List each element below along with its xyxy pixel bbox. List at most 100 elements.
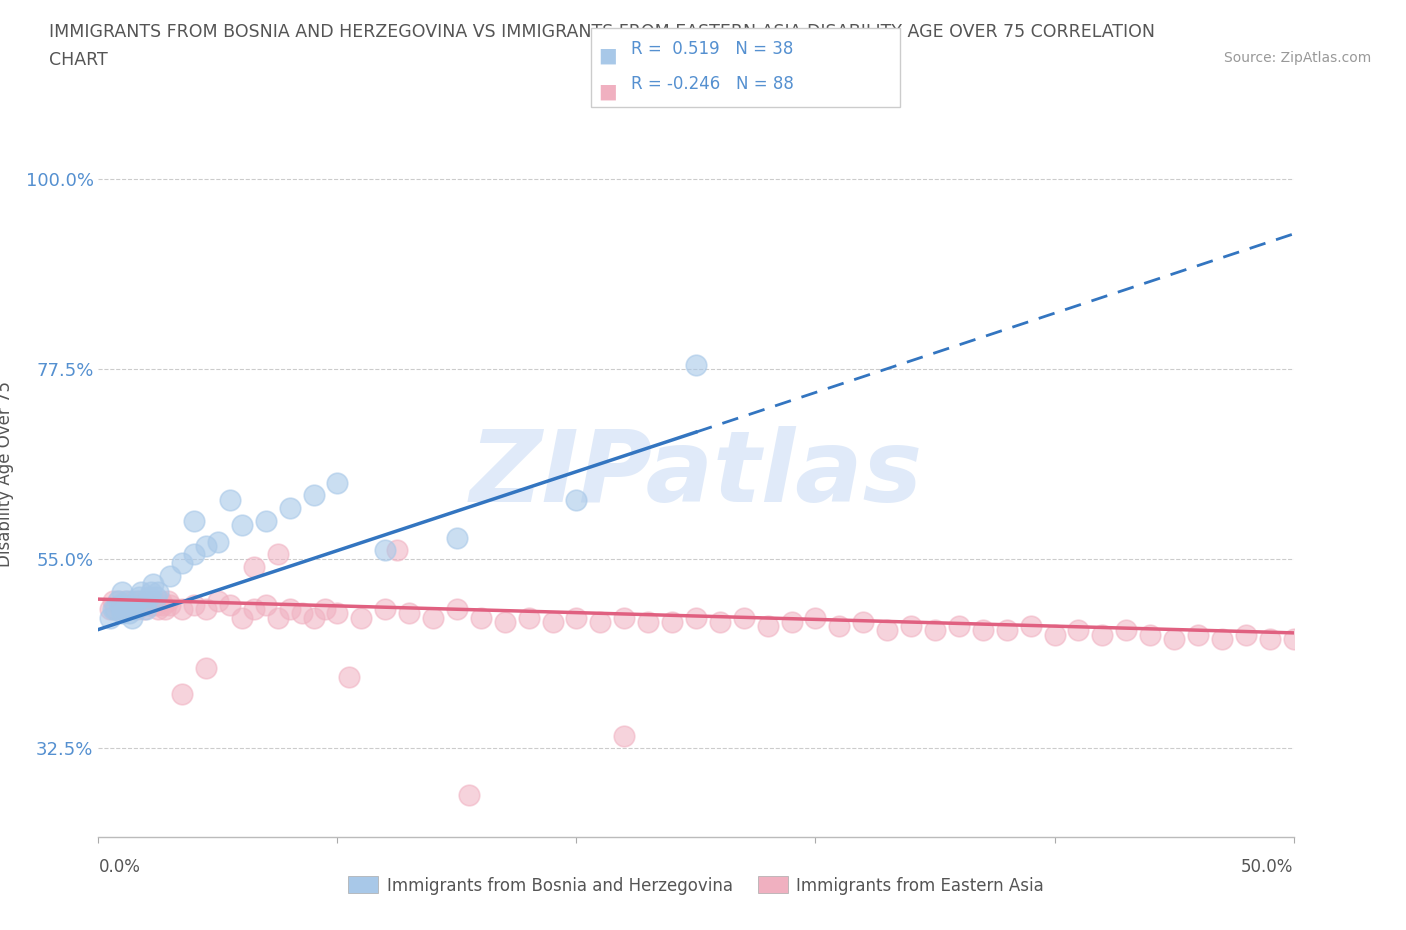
Point <box>1091 627 1114 642</box>
Point <box>142 577 165 591</box>
Point <box>159 568 181 583</box>
Point <box>195 602 218 617</box>
Point <box>685 610 707 625</box>
Point <box>98 602 122 617</box>
Point <box>315 602 337 617</box>
Point <box>385 543 409 558</box>
Point <box>142 593 165 608</box>
Point <box>291 606 314 621</box>
Point <box>1043 627 1066 642</box>
Point <box>114 593 136 608</box>
Point <box>267 547 290 562</box>
Point <box>138 590 160 604</box>
Point <box>115 593 138 608</box>
Point <box>195 661 218 676</box>
Point <box>156 593 179 608</box>
Point <box>339 670 361 684</box>
Point <box>1139 627 1161 642</box>
Point <box>131 598 153 613</box>
Point <box>118 606 141 621</box>
Point <box>107 593 129 608</box>
Point <box>1282 631 1305 646</box>
Point <box>125 602 148 617</box>
Point <box>613 728 636 743</box>
Point <box>1211 631 1233 646</box>
Point <box>422 610 444 625</box>
Point <box>254 598 277 613</box>
Text: 50.0%: 50.0% <box>1241 858 1294 876</box>
Point <box>124 598 146 613</box>
Point <box>517 610 540 625</box>
Legend: Immigrants from Bosnia and Herzegovina, Immigrants from Eastern Asia: Immigrants from Bosnia and Herzegovina, … <box>342 870 1050 901</box>
Point <box>207 535 229 550</box>
Point <box>125 593 148 608</box>
Point <box>541 615 564 630</box>
Text: Source: ZipAtlas.com: Source: ZipAtlas.com <box>1223 51 1371 65</box>
Point <box>302 610 325 625</box>
Point <box>128 593 150 608</box>
Text: ZIPatlas: ZIPatlas <box>470 426 922 523</box>
Point <box>458 788 481 803</box>
Point <box>104 602 127 617</box>
Point <box>446 530 468 545</box>
Point <box>121 593 143 608</box>
Point <box>124 602 146 617</box>
Point <box>101 602 124 617</box>
Point <box>101 593 124 608</box>
Point <box>183 598 205 613</box>
Point <box>709 615 731 630</box>
Point <box>152 598 174 613</box>
Point <box>131 585 153 600</box>
Point <box>219 492 242 507</box>
Point <box>107 593 129 608</box>
Point <box>98 610 122 625</box>
Point <box>135 602 157 617</box>
Point <box>278 602 301 617</box>
Point <box>1187 627 1209 642</box>
Point <box>243 602 266 617</box>
Point <box>350 610 373 625</box>
Point <box>948 618 970 633</box>
Point <box>876 623 898 638</box>
Point <box>145 598 167 613</box>
Point <box>446 602 468 617</box>
Point <box>589 615 612 630</box>
Point <box>637 615 659 630</box>
Point <box>128 590 150 604</box>
Point <box>231 517 253 532</box>
Point <box>155 602 177 617</box>
Point <box>565 610 588 625</box>
Point <box>302 488 325 503</box>
Point <box>183 513 205 528</box>
Point <box>374 602 396 617</box>
Point <box>139 598 162 613</box>
Point <box>326 475 349 490</box>
Point <box>494 615 516 630</box>
Point <box>111 602 134 617</box>
Point <box>804 610 827 625</box>
Point <box>115 598 138 613</box>
Point <box>243 560 266 575</box>
Text: IMMIGRANTS FROM BOSNIA AND HERZEGOVINA VS IMMIGRANTS FROM EASTERN ASIA DISABILIT: IMMIGRANTS FROM BOSNIA AND HERZEGOVINA V… <box>49 23 1156 41</box>
Point <box>132 598 155 613</box>
Point <box>219 598 242 613</box>
Point <box>111 606 134 621</box>
Point <box>149 593 172 608</box>
Point <box>145 590 167 604</box>
Point <box>118 602 141 617</box>
Point <box>254 513 277 528</box>
Point <box>1234 627 1257 642</box>
Point <box>108 598 131 613</box>
Text: R =  0.519   N = 38: R = 0.519 N = 38 <box>631 40 793 58</box>
Point <box>267 610 290 625</box>
Point <box>104 602 127 617</box>
Point <box>172 555 194 570</box>
Point <box>924 623 946 638</box>
Point <box>195 538 218 553</box>
Point <box>972 623 994 638</box>
Point <box>565 492 588 507</box>
Point <box>108 598 131 613</box>
Point <box>148 585 170 600</box>
Point <box>661 615 683 630</box>
Point <box>995 623 1018 638</box>
